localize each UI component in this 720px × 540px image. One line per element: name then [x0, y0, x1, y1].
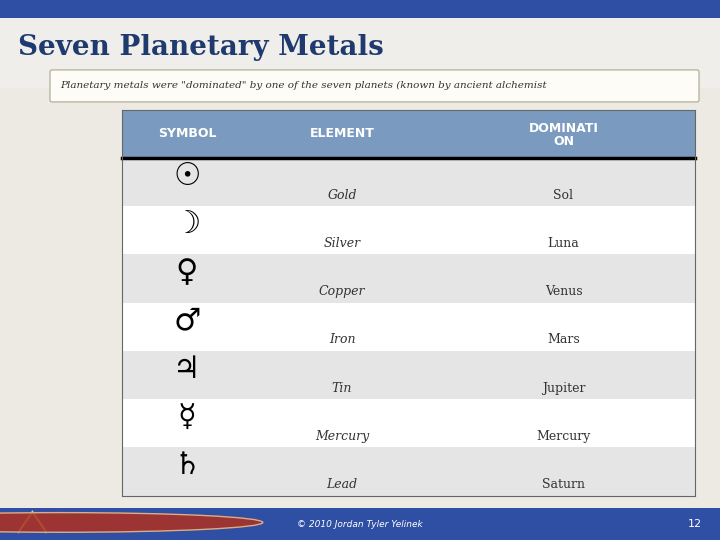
FancyBboxPatch shape: [50, 70, 699, 102]
FancyBboxPatch shape: [0, 0, 720, 508]
FancyBboxPatch shape: [122, 351, 695, 399]
Text: Mercury: Mercury: [536, 430, 590, 443]
FancyBboxPatch shape: [0, 0, 720, 18]
Text: © 2010 Jordan Tyler Yelinek: © 2010 Jordan Tyler Yelinek: [297, 519, 423, 529]
Text: ♂: ♂: [174, 307, 201, 335]
Text: ON: ON: [553, 136, 574, 148]
Text: ☽: ☽: [174, 210, 201, 239]
Text: 12: 12: [688, 519, 702, 529]
Text: DOMINATI: DOMINATI: [528, 123, 598, 136]
Text: Luna: Luna: [548, 237, 580, 250]
Text: Iron: Iron: [329, 333, 355, 346]
FancyBboxPatch shape: [122, 447, 695, 496]
Text: Venus: Venus: [545, 285, 582, 298]
Text: Mercury: Mercury: [315, 430, 369, 443]
Text: ELEMENT: ELEMENT: [310, 127, 374, 140]
Text: Tin: Tin: [332, 382, 352, 395]
Text: Copper: Copper: [319, 285, 365, 298]
Text: ☉: ☉: [174, 161, 201, 191]
Text: SYMBOL: SYMBOL: [158, 127, 216, 140]
Text: Seven Planetary Metals: Seven Planetary Metals: [18, 35, 384, 62]
FancyBboxPatch shape: [122, 399, 695, 447]
Text: ☿: ☿: [178, 403, 197, 432]
Text: ♃: ♃: [174, 355, 201, 384]
Text: ♀: ♀: [176, 258, 198, 287]
Text: Sol: Sol: [554, 188, 574, 201]
Text: Saturn: Saturn: [542, 478, 585, 491]
Text: Gold: Gold: [328, 188, 356, 201]
Text: Silver: Silver: [323, 237, 361, 250]
FancyBboxPatch shape: [122, 158, 695, 206]
FancyBboxPatch shape: [122, 302, 695, 351]
Circle shape: [0, 512, 263, 532]
Text: Planetary metals were "dominated" by one of the seven planets (known by ancient : Planetary metals were "dominated" by one…: [60, 82, 546, 91]
Text: Jupiter: Jupiter: [541, 382, 585, 395]
Text: Lead: Lead: [326, 478, 358, 491]
FancyBboxPatch shape: [122, 110, 695, 158]
Text: ♄: ♄: [174, 451, 201, 480]
FancyBboxPatch shape: [122, 254, 695, 302]
Text: Mars: Mars: [547, 333, 580, 346]
FancyBboxPatch shape: [0, 18, 720, 88]
FancyBboxPatch shape: [122, 206, 695, 254]
